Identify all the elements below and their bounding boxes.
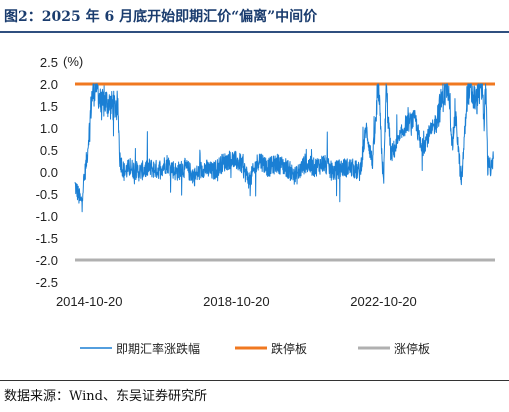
legend-item-upper-band: 涨停板 [358,341,430,356]
x-tick-label: 2018-10-20 [203,294,270,309]
y-tick-label: -2.0 [36,253,58,268]
y-tick-label: 0.5 [40,143,58,158]
legend-item-lower-band: 跌停板 [235,341,307,356]
y-tick-label: 0.0 [40,165,58,180]
y-tick-label: 2.0 [40,77,58,92]
title-bar: 图2：2025 年 6 月底开始即期汇价“偏离”中间价 [0,0,509,36]
chart-title: 图2：2025 年 6 月底开始即期汇价“偏离”中间价 [4,9,318,25]
y-tick-label: 1.5 [40,99,58,114]
x-tick-label: 2014-10-20 [56,294,123,309]
x-tick-label: 2022-10-20 [350,294,417,309]
source-note: 数据来源：Wind、东吴证券研究所 [4,389,207,404]
y-tick-label: -1.0 [36,209,58,224]
y-tick-label: -2.5 [36,275,58,290]
y-tick-label: -1.5 [36,231,58,246]
x-axis: 2014-10-20 2018-10-20 2022-10-20 [56,294,417,309]
chart-area: 2.5 2.0 1.5 1.0 0.5 0.0 -0.5 -1.0 -1.5 -2.0 -2.5 (… [36,54,495,356]
y-tick-label: 1.0 [40,121,58,136]
source-divider [0,380,509,381]
y-tick-label: 2.5 [40,55,58,70]
y-axis-unit-label: (%) [63,54,83,69]
y-tick-label: -0.5 [36,187,58,202]
series-line-spot-change [74,83,494,213]
legend-item-spot-change: 即期汇率涨跌幅 [80,341,200,356]
y-axis: 2.5 2.0 1.5 1.0 0.5 0.0 -0.5 -1.0 -1.5 -2.0 -2.5 [36,55,58,290]
limit-lines [75,82,495,262]
legend-label: 涨停板 [394,341,430,356]
title-divider [0,31,509,33]
legend-label: 跌停板 [271,341,307,356]
legend: 即期汇率涨跌幅 跌停板 涨停板 [80,341,430,356]
legend-label: 即期汇率涨跌幅 [116,341,200,356]
spot-series [74,83,494,213]
